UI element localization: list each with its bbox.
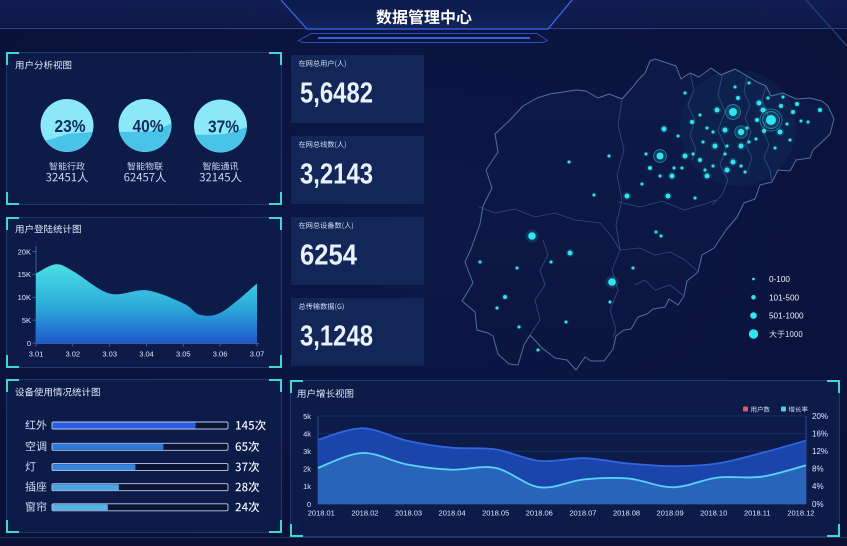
svg-text:3.07: 3.07 bbox=[250, 350, 265, 359]
svg-text:2018.11: 2018.11 bbox=[744, 509, 771, 518]
svg-text:2018.10: 2018.10 bbox=[700, 509, 727, 518]
svg-text:501-1000: 501-1000 bbox=[769, 312, 804, 321]
svg-text:2018.06: 2018.06 bbox=[526, 509, 553, 518]
svg-text:5,6482: 5,6482 bbox=[300, 78, 373, 110]
svg-text:23%: 23% bbox=[55, 116, 86, 136]
svg-text:15K: 15K bbox=[18, 270, 31, 279]
svg-text:40%: 40% bbox=[133, 116, 164, 136]
svg-text:0-100: 0-100 bbox=[769, 275, 790, 284]
svg-text:0: 0 bbox=[307, 500, 311, 509]
svg-text:10K: 10K bbox=[18, 293, 31, 302]
svg-text:3.05: 3.05 bbox=[176, 350, 191, 359]
svg-text:2018.12: 2018.12 bbox=[787, 509, 814, 518]
svg-text:2018.02: 2018.02 bbox=[351, 509, 378, 518]
svg-text:3.02: 3.02 bbox=[65, 350, 80, 359]
svg-text:5K: 5K bbox=[22, 316, 31, 325]
svg-text:16%: 16% bbox=[812, 429, 828, 438]
svg-text:2018.08: 2018.08 bbox=[613, 509, 640, 518]
svg-text:2018.01: 2018.01 bbox=[308, 509, 335, 518]
svg-text:3,2143: 3,2143 bbox=[300, 159, 373, 191]
svg-text:0: 0 bbox=[27, 339, 31, 348]
svg-text:2018.04: 2018.04 bbox=[439, 509, 466, 518]
svg-text:5k: 5k bbox=[303, 412, 311, 421]
svg-text:4%: 4% bbox=[812, 482, 824, 491]
svg-text:12%: 12% bbox=[812, 447, 828, 456]
svg-text:3.03: 3.03 bbox=[102, 350, 117, 359]
svg-text:2018.03: 2018.03 bbox=[395, 509, 422, 518]
svg-text:2k: 2k bbox=[303, 465, 311, 474]
svg-text:20%: 20% bbox=[812, 412, 828, 421]
svg-text:2018.07: 2018.07 bbox=[569, 509, 596, 518]
svg-text:3k: 3k bbox=[303, 447, 311, 456]
svg-text:6254: 6254 bbox=[300, 240, 357, 272]
svg-text:3.01: 3.01 bbox=[29, 350, 44, 359]
svg-text:2018.05: 2018.05 bbox=[482, 509, 509, 518]
svg-text:3.06: 3.06 bbox=[213, 350, 228, 359]
svg-text:101-500: 101-500 bbox=[769, 293, 799, 302]
svg-text:8%: 8% bbox=[812, 465, 824, 474]
svg-text:0%: 0% bbox=[812, 500, 824, 509]
svg-text:1k: 1k bbox=[303, 482, 311, 491]
svg-text:3,1248: 3,1248 bbox=[300, 321, 373, 353]
svg-text:2018.09: 2018.09 bbox=[657, 509, 684, 518]
svg-text:3.04: 3.04 bbox=[139, 350, 154, 359]
svg-text:37%: 37% bbox=[208, 116, 239, 136]
svg-text:4k: 4k bbox=[303, 429, 311, 438]
svg-text:20K: 20K bbox=[18, 247, 31, 256]
